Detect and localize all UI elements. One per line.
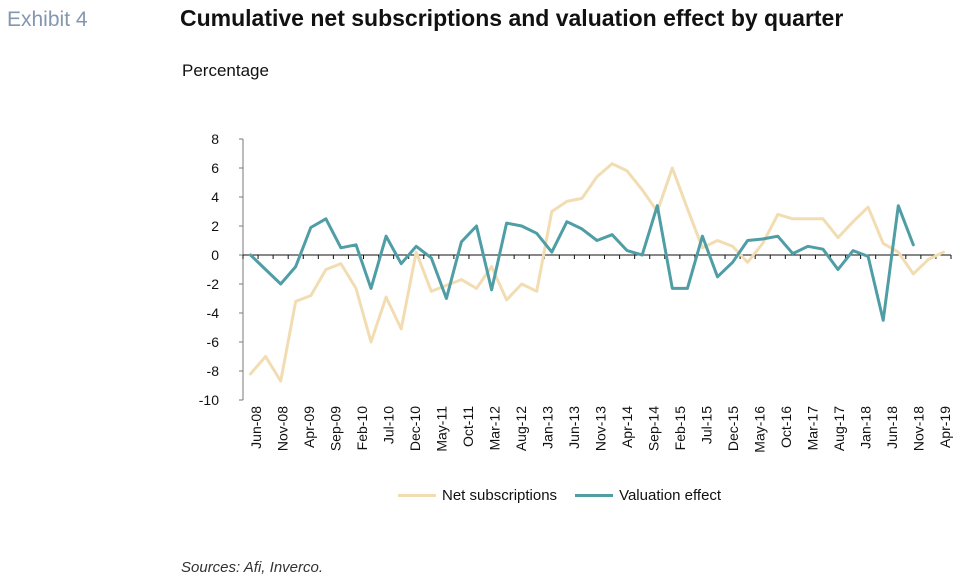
chart-subtitle: Percentage [182, 61, 269, 80]
x-tick-label: Oct-16 [778, 406, 794, 448]
x-tick-label: Jun-18 [884, 406, 900, 449]
y-tick-label: -10 [199, 392, 219, 408]
x-tick-label: Jan-13 [540, 406, 556, 449]
series-line-valuation-effect [249, 204, 915, 322]
y-tick-label: -8 [207, 363, 220, 379]
x-tick-label: Feb-10 [354, 406, 370, 451]
exhibit-label: Exhibit 4 [7, 8, 88, 31]
legend-swatch-net-subscriptions [398, 494, 436, 497]
x-tick-label: Feb-15 [672, 406, 688, 451]
series-lines [249, 162, 945, 383]
y-tick-label: 0 [211, 247, 219, 263]
chart-title: Cumulative net subscriptions and valuati… [180, 5, 844, 31]
x-tick-label: Jul-10 [381, 406, 397, 444]
x-tick-label: Sep-09 [328, 406, 344, 451]
y-tick-label: 6 [211, 160, 219, 176]
x-tick-label: Nov-18 [911, 406, 927, 451]
x-tick-label: Jul-15 [699, 406, 715, 444]
y-tick-label: 4 [211, 189, 219, 205]
x-tick-label: Jun-13 [566, 406, 582, 449]
x-tick-label: Apr-09 [301, 406, 317, 448]
x-tick-label: May-11 [434, 406, 450, 452]
legend-item-valuation-effect: Valuation effect [575, 487, 721, 504]
x-tick-label: Jan-18 [858, 406, 874, 449]
x-tick-label: Dec-15 [725, 406, 741, 451]
x-tick-label: Mar-12 [487, 406, 503, 451]
legend-label-valuation-effect: Valuation effect [619, 487, 722, 504]
x-tick-label: May-16 [752, 406, 768, 453]
legend-label-net-subscriptions: Net subscriptions [442, 487, 558, 504]
source-note: Sources: Afi, Inverco. [181, 559, 324, 576]
legend-swatch-valuation-effect [575, 494, 614, 497]
y-tick-label: -6 [207, 334, 220, 350]
x-tick-label: Nov-08 [275, 406, 291, 451]
x-tick-label: Sep-14 [646, 406, 662, 451]
y-tick-label: -2 [207, 276, 220, 292]
x-tick-labels: Jun-08 Nov-08 Apr-09 Sep-09 Feb-10 Jul-10 Dec-… [248, 406, 953, 453]
x-tick-label: Apr-19 [937, 406, 953, 448]
chart-legend: Net subscriptions Valuation effect [398, 487, 739, 504]
x-tick-label: Mar-17 [805, 406, 821, 451]
x-tick-label: Dec-10 [407, 406, 423, 451]
y-tick-label: 8 [211, 131, 219, 147]
x-tick-label: Jun-08 [248, 406, 264, 449]
x-tick-label: Aug-12 [513, 406, 529, 451]
x-tick-label: Nov-13 [593, 406, 609, 451]
x-tick-label: Aug-17 [831, 406, 847, 451]
legend-item-net-subscriptions: Net subscriptions [398, 487, 557, 504]
y-tick-label: 2 [211, 218, 219, 234]
y-tick-labels: 8 6 4 2 0 -2 -4 -6 -8 -10 [199, 131, 219, 408]
x-tick-label: Oct-11 [460, 406, 476, 447]
x-tick-label: Apr-14 [619, 406, 635, 448]
y-tick-label: -4 [207, 305, 220, 321]
series-line-net-subscriptions [249, 162, 945, 383]
